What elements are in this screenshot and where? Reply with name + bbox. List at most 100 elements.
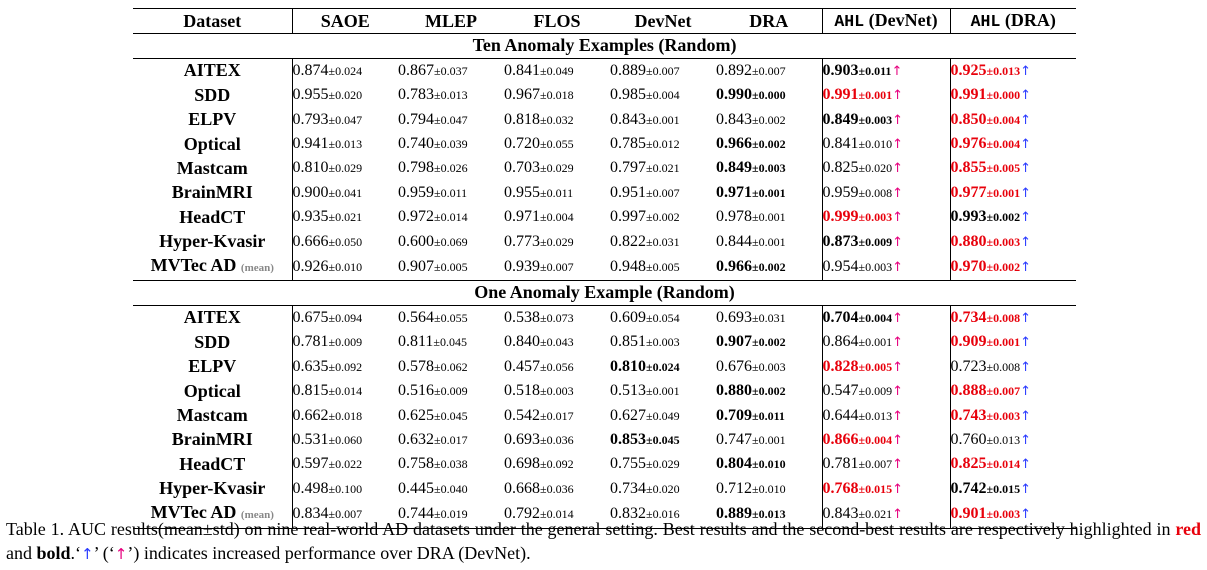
value-cell: 0.889±0.013 (716, 501, 822, 528)
table-row: HeadCT 0.597±0.022 0.758±0.038 0.698±0.092 0… (133, 452, 1076, 477)
up-arrow-pink-icon: ↑ (892, 359, 903, 375)
mean-value: 0.747 (716, 430, 752, 448)
mean-value: 0.971 (504, 208, 540, 226)
value-cell: 0.900±0.041 (292, 181, 398, 205)
value-cell: 0.734±0.008↑ (949, 305, 1076, 331)
dataset-name: HeadCT (179, 453, 246, 474)
mean-value: 0.997 (610, 208, 646, 226)
std-value: ±0.054 (646, 310, 680, 325)
value-cell: 0.843±0.021↑ (821, 501, 950, 529)
up-arrow-pink-icon: ↑ (892, 137, 903, 153)
mean-value: 0.644 (822, 406, 859, 424)
dataset-suffix: (mean) (240, 262, 274, 275)
mean-value: 0.798 (398, 159, 434, 177)
up-arrow-pink-icon: ↑ (892, 210, 903, 226)
std-value: ±0.038 (434, 457, 468, 472)
dataset-suffix: (mean) (240, 509, 274, 522)
table-row: Mastcam 0.662±0.018 0.625±0.045 0.542±0.017… (133, 403, 1076, 428)
value-cell: 0.993±0.002↑ (949, 205, 1076, 230)
up-arrow-pink-icon: ↑ (892, 112, 903, 128)
std-value: ±0.092 (328, 359, 363, 374)
mean-value: 0.743 (950, 406, 987, 424)
up-arrow-blue-icon: ↑ (1020, 507, 1031, 523)
mean-value: 0.948 (610, 258, 646, 276)
mean-value: 0.564 (398, 308, 434, 326)
std-value: ±0.024 (646, 359, 680, 374)
value-cell: 0.889±0.007 (610, 58, 716, 83)
value-cell: 0.955±0.020 (292, 83, 398, 107)
mean-value: 0.900 (292, 183, 329, 201)
header-saoe: SAOE (291, 8, 398, 35)
mean-value: 0.720 (504, 135, 540, 153)
dataset-cell: BrainMRI (133, 180, 293, 206)
std-value: ±0.045 (433, 335, 467, 350)
value-cell: 0.644±0.013↑ (821, 403, 950, 428)
mean-value: 0.991 (822, 86, 859, 104)
value-cell: 0.773±0.029 (504, 230, 610, 254)
mean-value: 0.843 (822, 505, 859, 523)
std-value: ±0.002 (752, 260, 786, 275)
mean-value: 0.909 (950, 333, 987, 351)
std-value: ±0.019 (434, 507, 468, 522)
up-arrow-blue-icon: ↑ (1020, 310, 1031, 326)
caption-blue-arrow-icon: ↑ (81, 545, 94, 563)
value-cell: 0.843±0.002 (716, 108, 822, 132)
mean-value: 0.760 (950, 430, 987, 448)
caption-part2: .‘ (70, 543, 82, 563)
table-caption: Table 1. AUC results(mean±std) on nine r… (6, 517, 1201, 566)
dataset-cell: Mastcam (133, 156, 293, 181)
table-row: BrainMRI 0.900±0.041 0.959±0.011 0.955±0.01… (133, 180, 1076, 206)
value-cell: 0.834±0.007 (292, 501, 398, 528)
mean-value: 0.773 (504, 232, 540, 250)
std-value: ±0.002 (986, 210, 1021, 225)
std-value: ±0.008 (986, 310, 1021, 325)
std-value: ±0.031 (646, 234, 680, 249)
mean-value: 0.811 (398, 333, 434, 351)
mean-value: 0.625 (398, 406, 434, 424)
dataset-name: ELPV (188, 109, 237, 130)
dataset-cell: MVTec AD (mean) (133, 254, 293, 281)
value-cell: 0.693±0.036 (504, 428, 610, 452)
value-cell: 0.978±0.001 (716, 205, 822, 229)
value-cell: 0.850±0.004↑ (949, 107, 1076, 133)
value-cell: 0.849±0.003↑ (821, 107, 950, 133)
value-cell: 0.703±0.029 (504, 156, 610, 180)
dataset-name: AITEX (183, 307, 241, 328)
mean-value: 0.781 (292, 333, 329, 351)
mean-value: 0.498 (292, 479, 329, 497)
std-value: ±0.013 (986, 432, 1021, 447)
up-arrow-blue-icon: ↑ (1020, 260, 1031, 276)
mean-value: 0.597 (292, 455, 329, 473)
header-ahl-devnet-paren: (DevNet) (868, 10, 938, 30)
mean-value: 0.840 (504, 333, 540, 351)
mean-value: 0.880 (950, 232, 987, 250)
std-value: ±0.036 (540, 432, 574, 447)
std-value: ±0.004 (858, 310, 893, 325)
std-value: ±0.008 (986, 359, 1021, 374)
std-value: ±0.001 (752, 185, 786, 200)
mean-value: 0.991 (950, 86, 987, 104)
table-row: MVTec AD (mean) 0.926±0.010 0.907±0.005 0.9… (133, 254, 1076, 281)
value-cell: 0.734±0.020 (610, 477, 716, 501)
dataset-cell: AITEX (133, 58, 293, 84)
std-value: ±0.009 (328, 335, 363, 350)
results-table: Dataset SAOE MLEP FLOS DevNet DRA AHL (D… (133, 8, 1076, 529)
up-arrow-blue-icon: ↑ (1020, 359, 1031, 375)
dataset-name: SDD (194, 84, 231, 105)
mean-value: 0.867 (398, 61, 434, 79)
value-cell: 0.704±0.004↑ (821, 305, 950, 331)
table-row: AITEX 0.874±0.024 0.867±0.037 0.841±0.049 0.… (133, 58, 1076, 84)
mean-value: 0.880 (716, 382, 752, 400)
std-value: ±0.013 (752, 507, 786, 522)
table-row: Optical 0.815±0.014 0.516±0.009 0.518±0.003… (133, 379, 1076, 404)
std-value: ±0.003 (986, 234, 1021, 249)
value-cell: 0.742±0.015↑ (949, 476, 1076, 502)
mean-value: 0.935 (292, 208, 329, 226)
dataset-cell: ELPV (133, 354, 293, 380)
mean-value: 0.903 (822, 61, 859, 79)
dataset-name: AITEX (183, 60, 241, 81)
dataset-cell: Optical (133, 379, 293, 404)
mean-value: 0.939 (504, 258, 540, 276)
mean-value: 0.578 (398, 357, 434, 375)
value-cell: 0.785±0.012 (610, 132, 716, 156)
